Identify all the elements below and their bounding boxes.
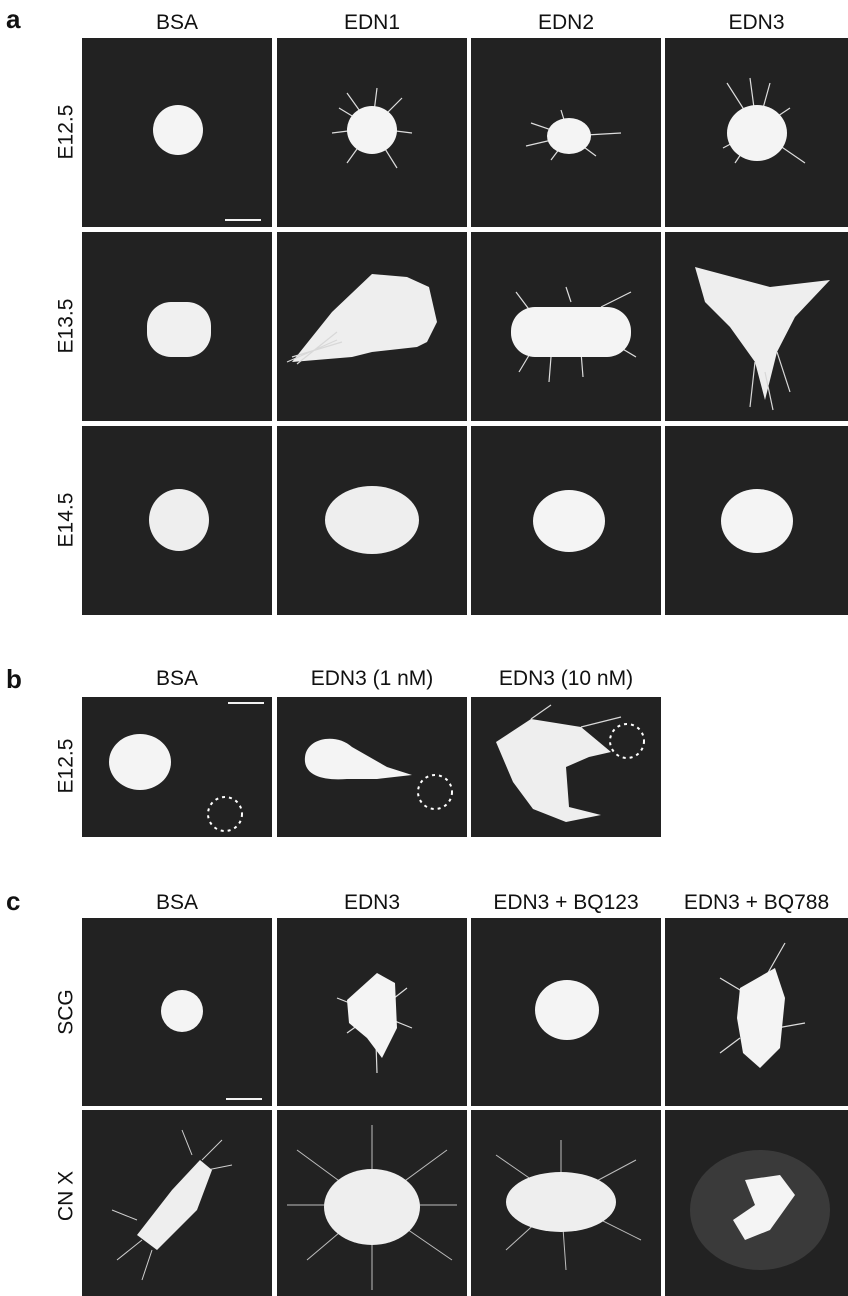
panel-c-row-cn-x: CN X — [54, 1170, 78, 1222]
micrograph-a-edn1-e13-5 — [277, 232, 467, 421]
micrograph-a-bsa-e14-5 — [82, 426, 272, 615]
panel-a-col-edn1: EDN1 — [343, 11, 401, 34]
micrograph-c-edn3-scg — [277, 918, 467, 1106]
panel-c-col-bsa: BSA — [155, 891, 199, 914]
panel-a-col-bsa: BSA — [155, 11, 199, 34]
micrograph-a-edn3-e13-5 — [665, 232, 848, 421]
micrograph-a-edn2-e13-5 — [471, 232, 661, 421]
micrograph-c-edn3-bq123-cnx — [471, 1110, 661, 1296]
panel-a-col-edn3: EDN3 — [728, 11, 785, 34]
panel-a-row-e13-5: E13.5 — [54, 298, 78, 354]
panel-b-row-e12-5: E12.5 — [54, 738, 78, 794]
panel-c-col-edn3-bq123: EDN3 + BQ123 — [493, 891, 639, 914]
micrograph-b-edn3-10nm — [471, 697, 661, 837]
panel-c-col-edn3: EDN3 — [343, 891, 401, 914]
scale-bar — [225, 219, 261, 221]
panel-a-row-e12-5: E12.5 — [54, 104, 78, 160]
panel-c-row-scg: SCG — [54, 989, 78, 1035]
micrograph-a-bsa-e12-5 — [82, 38, 272, 227]
micrograph-a-edn1-e14-5 — [277, 426, 467, 615]
micrograph-b-edn3-1nm — [277, 697, 467, 837]
micrograph-a-edn3-e14-5 — [665, 426, 848, 615]
micrograph-a-edn3-e12-5 — [665, 38, 848, 227]
micrograph-a-edn2-e12-5 — [471, 38, 661, 227]
panel-b-col-bsa: BSA — [155, 667, 199, 690]
micrograph-c-edn3-cnx — [277, 1110, 467, 1296]
scale-bar — [226, 1098, 262, 1100]
scale-bar — [228, 702, 264, 704]
panel-a-row-e14-5: E14.5 — [54, 492, 78, 548]
panel-c-letter: c — [6, 886, 21, 916]
panel-b-letter: b — [6, 664, 22, 694]
panel-c-col-edn3-bq788: EDN3 + BQ788 — [683, 891, 830, 914]
micrograph-a-bsa-e13-5 — [82, 232, 272, 421]
panel-a-letter: a — [6, 4, 21, 34]
micrograph-c-bsa-scg — [82, 918, 272, 1106]
micrograph-c-edn3-bq788-cnx — [665, 1110, 848, 1296]
micrograph-c-bsa-cnx — [82, 1110, 272, 1296]
panel-a-col-edn2: EDN2 — [537, 11, 595, 34]
panel-b-col-edn3-10nm: EDN3 (10 nM) — [498, 667, 634, 690]
panel-b-col-edn3-1nm: EDN3 (1 nM) — [310, 667, 434, 690]
micrograph-b-bsa — [82, 697, 272, 837]
micrograph-c-edn3-bq123-scg — [471, 918, 661, 1106]
micrograph-c-edn3-bq788-scg — [665, 918, 848, 1106]
micrograph-a-edn1-e12-5 — [277, 38, 467, 227]
micrograph-a-edn2-e14-5 — [471, 426, 661, 615]
